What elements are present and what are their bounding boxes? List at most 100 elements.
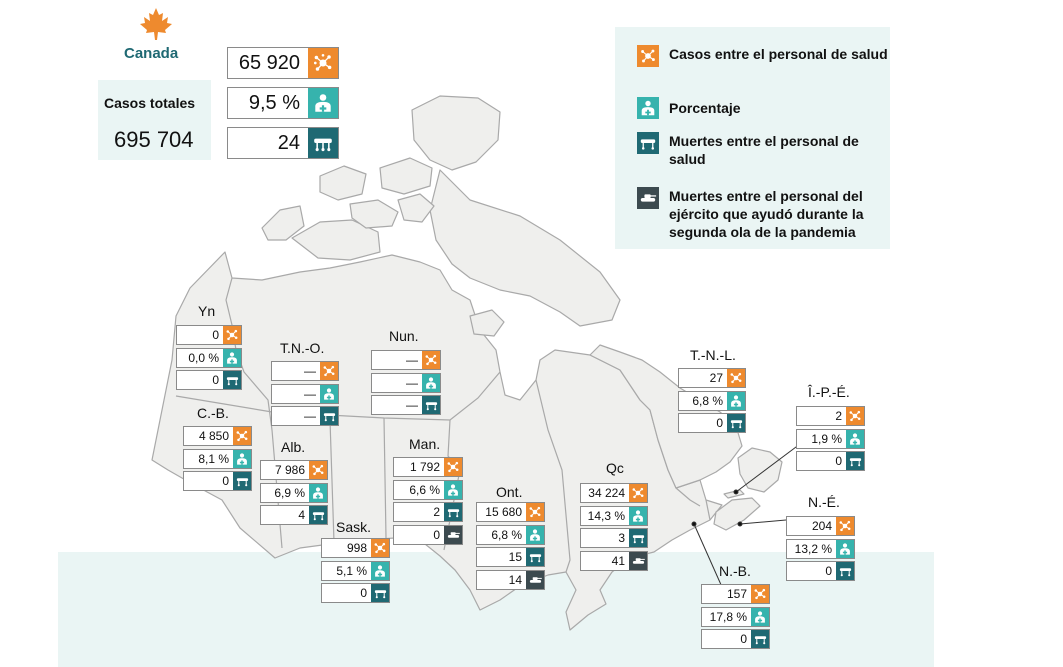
health-worker-icon [751,607,769,626]
virus-icon [371,539,389,557]
health-worker-icon [320,384,338,403]
virus-icon [727,369,745,387]
island-2 [349,199,399,229]
stretcher-icon [751,630,769,648]
stretcher-icon [422,396,440,414]
stretcher-icon [223,371,241,389]
region-nb-percent-box: 17,8 % [701,606,770,627]
totals-panel: Casos totales 695 704 [98,80,211,160]
stretcher-icon [308,128,338,158]
labrador [589,344,743,489]
health-worker-icon [444,480,462,499]
health-worker-icon [836,539,854,558]
stretcher-icon [371,584,389,602]
virus-icon [526,503,544,521]
region-ipe-deaths-value: 0 [835,454,842,468]
region-alb-deaths-box: 4 [260,505,328,525]
region-tnl-cases-value: 27 [709,371,723,385]
region-label-tno: T.N.-O. [280,340,325,356]
region-tnl-percent-value: 6,8 % [692,393,723,408]
region-tno-percent-value: — [304,386,316,401]
island-3 [397,193,435,223]
region-label-nun: Nun. [389,328,419,344]
region-label-ne: N.-É. [808,494,840,510]
canada-percent-box: 9,5 % [227,87,339,119]
stretcher-icon [629,529,647,547]
region-alb-deaths-value: 4 [298,508,305,522]
canada-health-deaths-box: 24 [227,127,339,159]
region-label-cb: C.-B. [197,405,229,421]
stretcher-icon [233,472,251,490]
banks-island [261,205,305,241]
region-tnl-cases-box: 27 [678,368,746,388]
stretcher-icon [309,506,327,524]
region-nb-cases-box: 157 [701,584,770,604]
stretcher-icon [444,503,462,521]
health-worker-icon [233,449,251,468]
region-yn-percent-box: 0,0 % [176,347,242,368]
region-tno-deaths-value: — [304,409,316,423]
southampton-island [469,309,505,337]
virus-icon [309,461,327,479]
canada-health-deaths-value: 24 [277,132,300,154]
legend-item-health-cases: Casos entre el personal de salud [637,45,889,67]
region-cb-percent-value: 8,1 % [198,451,229,466]
virus-icon [629,484,647,502]
country-name: Canada [124,45,179,62]
health-worker-icon [727,391,745,410]
region-ont-deaths-value: 15 [508,550,522,564]
region-nun-deaths-value: — [406,398,418,412]
legend-item-army-deaths: Muertes entre el personal del ejército q… [637,187,889,241]
stretcher-icon [727,414,745,432]
ipe-dot [733,489,739,495]
region-sask-deaths-box: 0 [321,583,390,603]
stretcher-icon [846,452,864,470]
region-man-deaths-value: 2 [433,505,440,519]
health-worker-icon [526,525,544,544]
region-tno-deaths-box: — [271,406,339,426]
health-worker-icon [371,561,389,580]
region-yn-percent-value: 0,0 % [188,350,219,365]
tank-icon [629,551,647,570]
region-ne-percent-box: 13,2 % [786,538,855,559]
region-ont-percent-box: 6,8 % [476,524,545,545]
region-ont-army-value: 14 [508,572,522,587]
region-label-ont: Ont. [496,484,523,500]
region-ne-deaths-value: 0 [825,564,832,578]
region-nb-deaths-value: 0 [740,632,747,646]
devon-island [379,157,433,195]
region-alb-cases-value: 7 986 [274,463,305,477]
health-worker-icon [629,506,647,525]
region-alb-percent-box: 6,9 % [260,482,328,503]
legend-item-health-deaths: Muertes entre el personal de salud [637,132,889,168]
nb-dot [691,521,697,527]
canada-health-cases-value: 65 920 [238,52,300,74]
region-ipe-percent-value: 1,9 % [811,431,842,446]
virus-icon [223,326,241,344]
region-qc-cases-value: 34 224 [588,486,625,500]
legend-health-cases-label: Casos entre el personal de salud [669,46,888,62]
region-cb-cases-value: 4 850 [198,429,229,443]
region-tno-cases-value: — [304,364,316,378]
health-worker-icon [223,348,241,367]
stretcher-icon [836,562,854,580]
region-sask-percent-box: 5,1 % [321,560,390,581]
region-ont-cases-value: 15 680 [485,505,522,519]
virus-icon [422,351,440,369]
region-ne-percent-value: 13,2 % [794,541,832,556]
virus-icon [836,517,854,535]
health-worker-icon [309,483,327,502]
region-tno-percent-box: — [271,383,339,404]
region-qc-army-value: 41 [611,553,625,568]
maple-leaf-icon [140,8,172,40]
virus-icon [444,458,462,476]
region-nun-percent-value: — [406,375,418,390]
nova-scotia [713,497,761,531]
legend-percent-label: Porcentaje [669,100,741,116]
virus-icon [233,427,251,445]
canada-percent-value: 9,5 % [248,92,300,114]
tank-icon [444,525,462,544]
ne-leader-line [739,519,787,525]
region-yn-cases-value: 0 [212,328,219,342]
victoria-island [291,219,381,261]
